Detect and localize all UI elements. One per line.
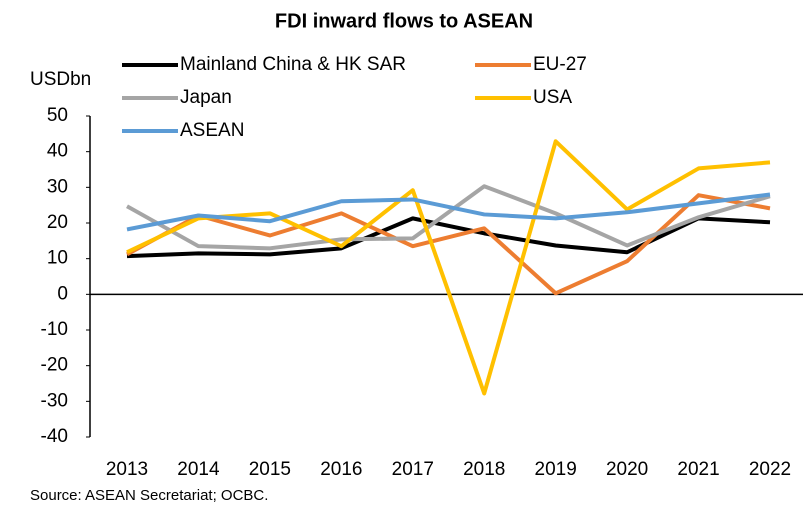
- x-tick-label: 2014: [177, 459, 220, 480]
- x-tick-label: 2020: [606, 459, 648, 480]
- x-tick-label: 2019: [535, 459, 577, 480]
- x-tick-label: 2017: [392, 459, 434, 480]
- y-tick-label: 10: [47, 248, 68, 269]
- x-tick-label: 2015: [249, 459, 291, 480]
- y-tick-label: -30: [41, 390, 68, 411]
- y-tick-label: 30: [47, 176, 68, 197]
- legend-label: Mainland China & HK SAR: [180, 54, 406, 75]
- source-note: Source: ASEAN Secretariat; OCBC.: [30, 487, 268, 504]
- legend-label: EU-27: [533, 54, 587, 75]
- y-tick-label: 40: [47, 141, 68, 162]
- series-line: [126, 216, 771, 259]
- x-tick-label: 2022: [749, 459, 791, 480]
- x-tick-label: 2016: [320, 459, 362, 480]
- y-axis-label: USDbn: [30, 69, 91, 90]
- y-tick-label: -20: [41, 355, 68, 376]
- series-line: [126, 192, 771, 232]
- legend-label: USA: [533, 87, 572, 108]
- y-tick-label: 20: [47, 212, 68, 233]
- legend-label: Japan: [180, 87, 232, 108]
- y-tick-label: -10: [41, 319, 68, 340]
- legend-label: ASEAN: [180, 120, 244, 141]
- x-tick-label: 2013: [106, 459, 148, 480]
- y-tick-label: 50: [47, 105, 68, 126]
- x-tick-label: 2021: [677, 459, 719, 480]
- series-line: [126, 193, 771, 296]
- series-line: [126, 139, 771, 396]
- y-tick-label: 0: [57, 283, 68, 304]
- x-tick-label: 2018: [463, 459, 505, 480]
- series-line: [126, 184, 771, 251]
- chart-title: FDI inward flows to ASEAN: [275, 10, 533, 32]
- y-tick-label: -40: [41, 426, 68, 447]
